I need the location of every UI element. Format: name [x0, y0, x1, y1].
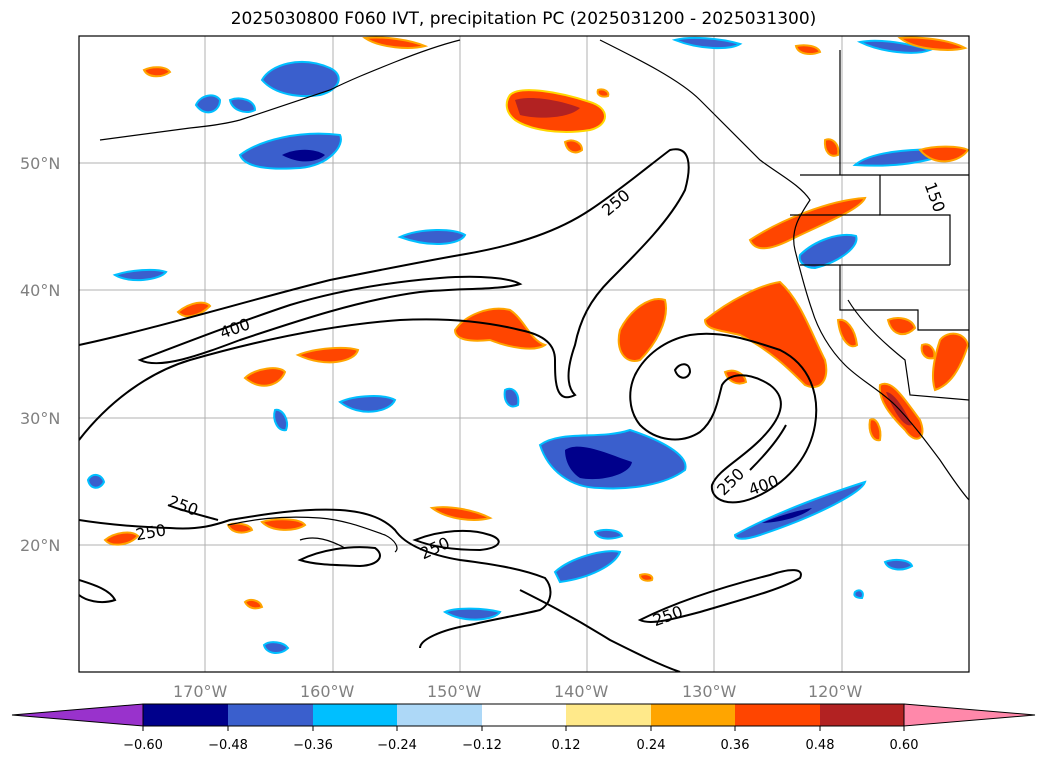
contour-250-a [79, 148, 690, 441]
colorbar-outline [142, 703, 905, 727]
longitude-labels: 170°W 160°W 150°W 140°W 130°W 120°W [173, 682, 863, 701]
lon-label-160w: 160°W [300, 682, 355, 701]
colorbar-bin-6 [566, 704, 651, 726]
coastline-hawaii-main [227, 516, 398, 553]
colorbar-ticks [142, 726, 905, 731]
lat-label-50n: 50°N [20, 154, 60, 173]
colorbar-label-6: 0.12 [552, 738, 581, 753]
contour-250-g [412, 529, 500, 552]
colorbar-bin-5 [482, 704, 566, 726]
colorbar: −0.60 −0.48 −0.36 −0.24 −0.12 0.12 0.24 … [11, 703, 1036, 753]
colorbar-label-2: −0.48 [208, 738, 248, 753]
colorbar-bin-4 [397, 704, 482, 726]
colorbar-bin-7 [651, 704, 735, 726]
contour-250-h [637, 569, 802, 623]
coastline-hawaii-2 [299, 537, 346, 549]
contour-250-d [79, 508, 552, 649]
lon-label-120w: 120°W [808, 682, 863, 701]
state-borders-3 [847, 299, 969, 401]
colorbar-label-1: −0.60 [123, 738, 163, 753]
colorbar-tick-labels: −0.60 −0.48 −0.36 −0.24 −0.12 0.12 0.24 … [123, 738, 918, 753]
map-frame [78, 35, 970, 673]
state-borders-2 [790, 214, 969, 331]
precip-negative-areas [86, 36, 953, 654]
colorbar-label-10: 0.60 [890, 738, 919, 753]
colorbar-label-3: −0.36 [293, 738, 333, 753]
colorbar-label-9: 0.48 [806, 738, 835, 753]
state-borders-1 [879, 175, 951, 265]
lat-label-30n: 30°N [20, 409, 60, 428]
contour-250-b [629, 332, 818, 504]
colorbar-extend-low [11, 703, 144, 727]
colorbar-bin-2 [228, 704, 313, 726]
contour-250-e [167, 504, 219, 521]
colorbar-bin-8 [735, 704, 820, 726]
lon-label-140w: 140°W [554, 682, 609, 701]
colorbar-label-5: −0.12 [462, 738, 502, 753]
colorbar-label-8: 0.36 [721, 738, 750, 753]
latitude-labels: 50°N 40°N 30°N 20°N [20, 154, 60, 555]
coastline-alaska-peninsula [239, 39, 461, 121]
colorbar-bin-1 [143, 704, 228, 726]
coastlines [99, 39, 969, 553]
lon-label-170w: 170°W [173, 682, 228, 701]
lat-label-20n: 20°N [20, 536, 60, 555]
contour-250-j [519, 589, 681, 672]
colorbar-label-7: 0.24 [637, 738, 666, 753]
lon-label-150w: 150°W [427, 682, 482, 701]
contour-250-f [297, 546, 381, 568]
contour-400-b [749, 424, 787, 471]
contour-250-c [673, 363, 692, 379]
colorbar-bin-9 [820, 704, 904, 726]
coastline-aleutians [99, 119, 241, 141]
coastline-north-america [599, 39, 969, 501]
contour-400-a [137, 275, 523, 365]
map-title: 2025030800 F060 IVT, precipitation PC (2… [230, 9, 817, 29]
lat-label-40n: 40°N [20, 281, 60, 300]
colorbar-extend-high [903, 703, 1036, 727]
colorbar-bin-3 [313, 704, 397, 726]
lon-label-130w: 130°W [682, 682, 737, 701]
contour-250-i [79, 579, 117, 604]
ivt-contours [79, 148, 818, 672]
colorbar-label-4: −0.24 [377, 738, 417, 753]
